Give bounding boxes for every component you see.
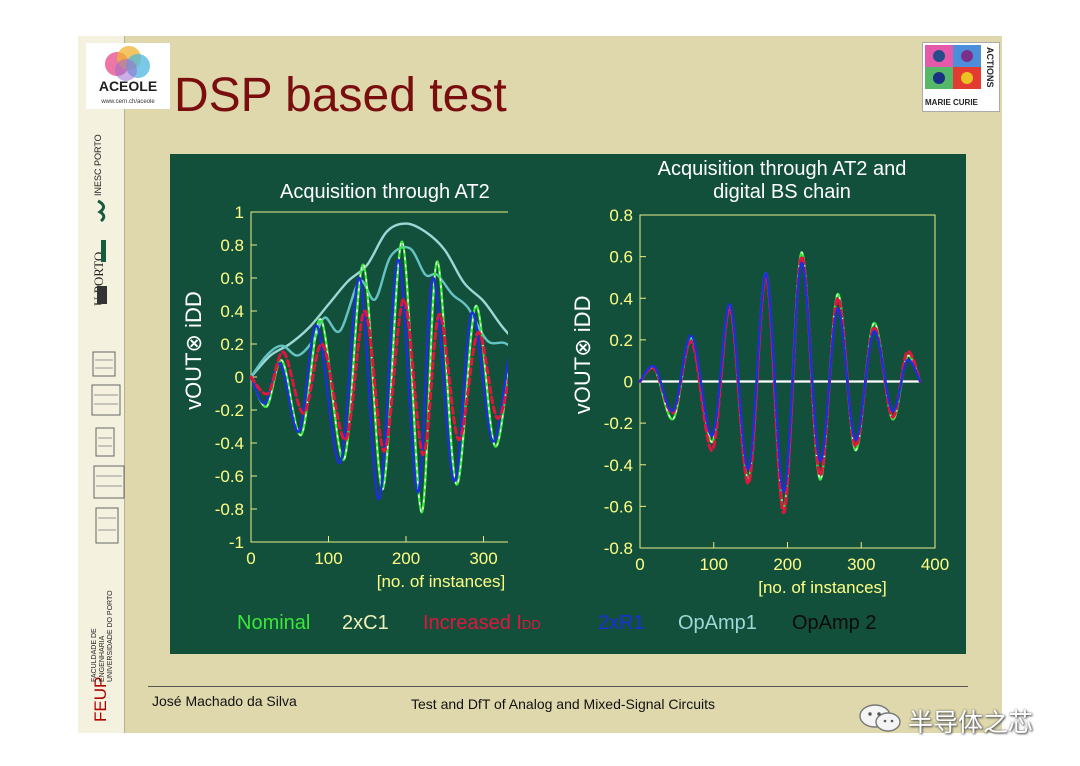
slide-title: DSP based test [174,69,507,122]
right-chart-x-tick-label: 0 [635,555,644,574]
right-chart-y-tick-label: 0.2 [609,331,633,350]
legend-label-opamp2: OpAmp 2 [792,612,877,634]
right-chart-y-tick-label: -0.2 [604,414,633,433]
left-chart-y-tick-label: 1 [235,203,244,222]
wechat-icon [859,704,901,732]
left-chart-y-tick-label: 0.8 [220,236,244,255]
left-chart-y-tick-label: 0.4 [220,302,244,321]
legend-item-opamp2: OpAmp 2 [792,612,876,635]
legend-label-increased-idd-sub: DD [521,617,541,632]
left-chart-y-tick-label: -0.2 [215,401,244,420]
right-chart-y-axis-label: vOUT⊗ iDD [570,296,595,415]
legend-label-nominal: Nominal [237,612,311,634]
right-chart-x-tick-label: 100 [700,555,728,574]
left-chart-series-opamp1-oscillating- [249,245,508,379]
right-chart-x-tick-label: 300 [847,555,875,574]
legend-item-2xc1: 2xC1 [342,612,389,635]
footer-course-title: Test and DfT of Analog and Mixed-Signal … [411,696,716,712]
left-chart-y-tick-label: -0.4 [215,434,244,453]
left-chart-y-tick-label: 0.6 [220,269,244,288]
aceole-logo-text: ACEOLE [99,78,157,94]
left-chart-x-tick-label: 100 [314,549,342,568]
legend-item-2xr1: 2xR1 [598,612,645,635]
left-chart-y-tick-label: -0.6 [215,467,244,486]
marie-curie-graphic: ACTIONS MARIE CURIE [925,45,995,107]
legend-item-opamp1: OpAmp1 [678,612,757,635]
left-chart-series-white-dashed [250,241,508,513]
right-chart-y-tick-label: 0 [624,373,633,392]
left-chart-y-tick-label: -0.8 [215,500,244,519]
right-chart-y-tick-label: -0.8 [604,539,633,558]
aceole-logo-graphic: ACEOLE www.cern.ch/aceole [99,46,157,105]
legend-item-nominal: Nominal [237,612,310,635]
left-chart-y-tick-label: -1 [229,533,244,552]
left-chart-series-opamp1 [249,222,508,379]
legend-label-increased-idd: Increased I [423,612,522,634]
left-chart-series-increased-idd [249,297,508,457]
feup-subtext: FACULDADE DE ENGENHARIA UNIVERSIDADE DO … [91,590,114,682]
inesc-logo-icon [97,199,106,222]
right-chart-y-tick-label: -0.6 [604,497,633,516]
chart-panel [170,154,966,654]
right-chart-x-axis-label: [no. of instances] [758,578,887,597]
actions-text: ACTIONS [985,47,995,88]
feup-text: FEUP [91,676,110,722]
left-chart: -1 -0.8 -0.6 -0.4 -0.2 0 0.2 0.4 0.6 0.8 1 0 100 200 3… [181,203,508,591]
right-chart-y-tick-label: 0.6 [609,248,633,267]
right-chart-y-tick-label: 0.4 [609,289,633,308]
right-chart-x-tick-label: 400 [921,555,949,574]
left-chart-y-tick-label: 0 [235,368,244,387]
left-chart-x-tick-label: 0 [246,549,255,568]
left-chart-x-axis-label: [no. of instances] [377,572,506,591]
right-chart-x-tick-label: 200 [773,555,801,574]
right-chart-y-tick-label: 0.8 [609,206,633,225]
left-chart-title: Acquisition through AT2 [280,181,490,203]
aceole-logo-url: www.cern.ch/aceole [100,99,155,105]
legend-label-opamp1: OpAmp1 [678,612,757,634]
marie-curie-logo: ACTIONS MARIE CURIE [922,42,1000,112]
footer-author: José Machado da Silva [152,693,297,709]
right-chart-title: Acquisition through AT2 and digital BS c… [657,158,907,203]
left-chart-series-2xr1 [249,258,508,501]
inesc-accent-bar [101,240,106,262]
footer-divider [148,686,968,687]
right-chart-series-2xr1 [638,261,922,494]
legend-label-2xc1: 2xC1 [342,612,389,634]
left-chart-x-tick-label: 200 [392,549,420,568]
legend-item-increased-idd: Increased IDD [423,612,541,635]
left-chart-y-tick-label: 0.2 [220,335,244,354]
uporto-mark-icon [97,286,107,304]
legend-label-2xr1: 2xR1 [598,612,645,634]
left-chart-x-tick-label: 300 [469,549,497,568]
marie-curie-text: MARIE CURIE [925,98,979,107]
building-sketch-icon [91,351,125,544]
right-chart: -0.8 -0.6 -0.4 -0.2 0 0.2 0.4 0.6 0.8 0 100 200 300 4… [570,206,949,597]
left-chart-y-axis-label: vOUT⊗ iDD [181,291,206,410]
right-chart-y-tick-label: -0.4 [604,456,633,475]
aceole-logo: ACEOLE www.cern.ch/aceole [86,43,170,109]
inesc-porto-text: INESC PORTO [93,134,103,196]
watermark-text: 半导体之芯 [908,709,1034,737]
